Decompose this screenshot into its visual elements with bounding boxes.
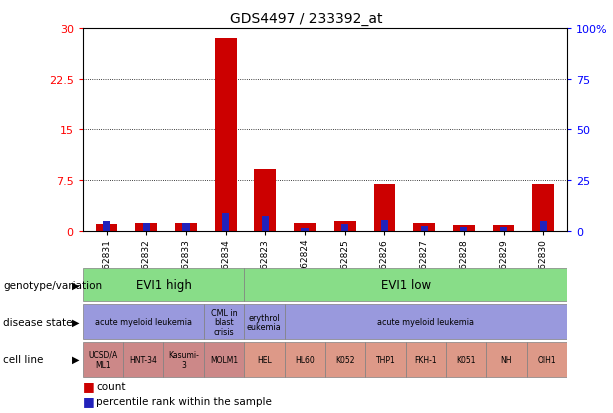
Bar	[215, 39, 237, 231]
Bar	[460, 227, 467, 231]
Text: EVI1 low: EVI1 low	[381, 278, 431, 292]
Bar	[123, 342, 164, 377]
Bar	[446, 342, 486, 377]
Bar	[539, 221, 547, 231]
Text: EVI1 high: EVI1 high	[135, 278, 191, 292]
Text: UCSD/A
ML1: UCSD/A ML1	[88, 350, 118, 369]
Text: erythrol
eukemia: erythrol eukemia	[247, 313, 282, 332]
Bar	[284, 342, 325, 377]
Bar	[493, 226, 514, 231]
Bar	[96, 225, 118, 231]
Bar	[83, 305, 204, 339]
Bar	[175, 223, 197, 231]
Bar	[254, 169, 276, 231]
Bar	[103, 221, 110, 231]
Bar	[373, 184, 395, 231]
Text: Kasumi-
3: Kasumi- 3	[168, 350, 199, 369]
Bar	[204, 305, 244, 339]
Bar	[381, 220, 388, 231]
Text: HNT-34: HNT-34	[129, 355, 157, 364]
Bar	[183, 223, 189, 231]
Text: HEL: HEL	[257, 355, 272, 364]
Bar	[500, 227, 507, 231]
Text: genotype/variation: genotype/variation	[3, 280, 102, 290]
Text: HL60: HL60	[295, 355, 314, 364]
Bar	[83, 268, 244, 301]
Bar	[294, 223, 316, 231]
Bar	[164, 342, 204, 377]
Bar	[453, 226, 474, 231]
Text: CML in
blast
crisis: CML in blast crisis	[211, 308, 237, 336]
Text: ▶: ▶	[72, 354, 80, 364]
Bar	[83, 342, 123, 377]
Bar	[421, 226, 428, 231]
Bar	[244, 268, 567, 301]
Text: OIH1: OIH1	[538, 355, 556, 364]
Bar	[143, 223, 150, 231]
Text: ▶: ▶	[72, 280, 80, 290]
Text: acute myeloid leukemia: acute myeloid leukemia	[95, 318, 192, 327]
Text: MOLM1: MOLM1	[210, 355, 238, 364]
Text: cell line: cell line	[3, 354, 44, 364]
Text: K051: K051	[457, 355, 476, 364]
Text: percentile rank within the sample: percentile rank within the sample	[96, 396, 272, 406]
Text: count: count	[96, 381, 126, 391]
Bar	[302, 228, 308, 231]
Bar	[486, 342, 527, 377]
Bar	[334, 221, 356, 231]
Bar	[284, 305, 567, 339]
Bar	[262, 216, 269, 231]
Bar	[532, 184, 554, 231]
Text: GDS4497 / 233392_at: GDS4497 / 233392_at	[230, 12, 383, 26]
Bar	[325, 342, 365, 377]
Text: K052: K052	[335, 355, 355, 364]
Text: ■: ■	[83, 380, 94, 392]
Bar	[244, 342, 284, 377]
Bar	[413, 223, 435, 231]
Bar	[222, 213, 229, 231]
Text: disease state: disease state	[3, 317, 72, 327]
Bar	[341, 225, 348, 231]
Bar	[204, 342, 244, 377]
Bar	[527, 342, 567, 377]
Bar	[244, 305, 284, 339]
Text: THP1: THP1	[376, 355, 395, 364]
Text: acute myeloid leukemia: acute myeloid leukemia	[377, 318, 474, 327]
Bar	[406, 342, 446, 377]
Bar	[135, 223, 157, 231]
Text: FKH-1: FKH-1	[414, 355, 437, 364]
Text: ■: ■	[83, 394, 94, 407]
Bar	[365, 342, 406, 377]
Text: NH: NH	[501, 355, 512, 364]
Text: ▶: ▶	[72, 317, 80, 327]
